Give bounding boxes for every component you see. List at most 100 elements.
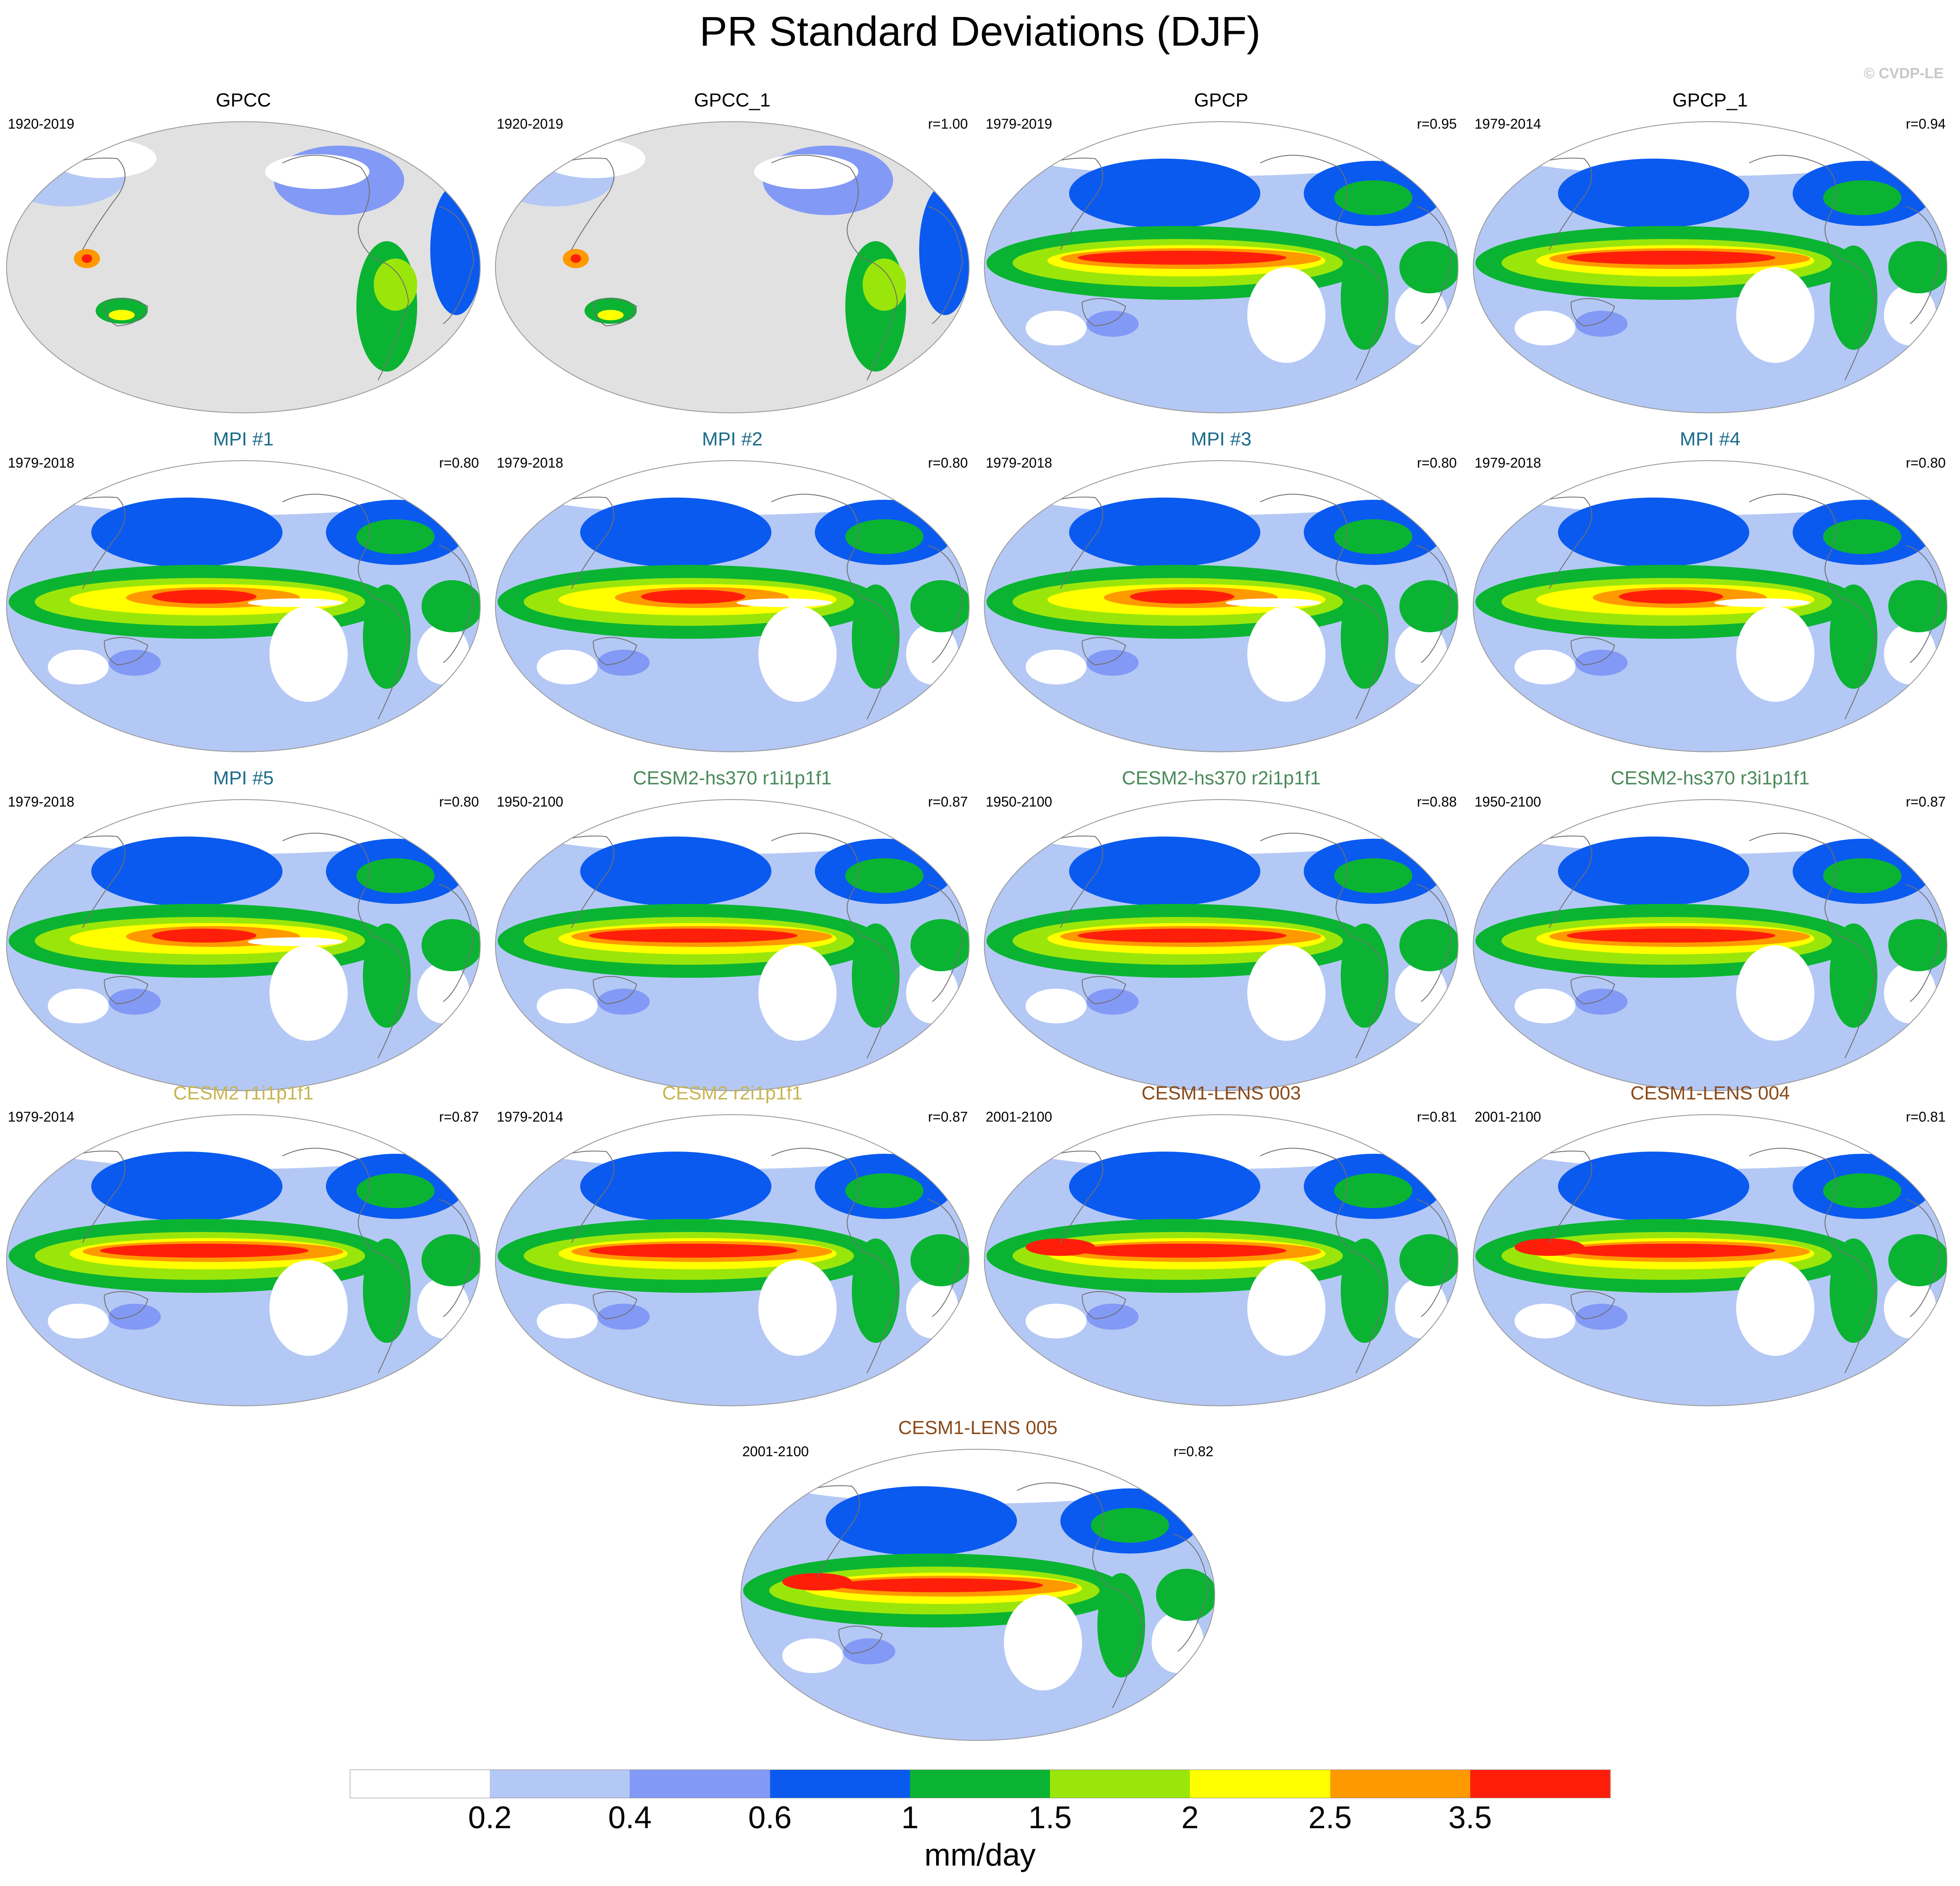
- map-plot: [6, 799, 481, 1091]
- colorbar-swatch: [910, 1770, 1051, 1798]
- itcz-core: [1078, 929, 1286, 943]
- map-panel: MPI #2 1979-2018 r=0.80: [493, 428, 971, 758]
- panel-correlation: r=0.87: [928, 1109, 968, 1125]
- africa-wet: [910, 919, 969, 971]
- africa-wet: [1399, 1234, 1458, 1286]
- south-atlantic-dry: [1395, 285, 1447, 345]
- gulf-stream: [1823, 1173, 1901, 1208]
- eastern-pacific-dry: [248, 937, 343, 946]
- coastline-1: [1749, 833, 1841, 937]
- south-america-wet: [1830, 923, 1877, 1028]
- africa-wet: [910, 580, 969, 632]
- south-atlantic-dry: [1395, 624, 1447, 684]
- south-america-wet: [1341, 1239, 1389, 1343]
- panel-title: MPI #3: [1191, 428, 1252, 450]
- africa-wet: [422, 919, 480, 971]
- panel-title: CESM2-hs370 r3i1p1f1: [1611, 767, 1810, 789]
- panel-correlation: r=0.88: [1417, 794, 1457, 810]
- north-pacific-storm-track: [1069, 1152, 1260, 1221]
- coastline-2: [1108, 1586, 1144, 1708]
- panel-correlation: r=0.87: [928, 794, 968, 810]
- map-panel: CESM2-hs370 r3i1p1f1 1950-2100 r=0.87: [1471, 767, 1949, 1097]
- south-indian-dry: [1515, 650, 1575, 684]
- coastline-1: [282, 1148, 374, 1252]
- map-panel: GPCP_1 1979-2014 r=0.94: [1471, 89, 1949, 419]
- coastline-4: [593, 976, 638, 1005]
- south-indian-dry: [48, 1304, 109, 1338]
- coastline-2: [1351, 597, 1387, 720]
- coastline-4: [593, 1291, 638, 1320]
- panel-correlation: r=0.80: [1417, 455, 1457, 471]
- coastline-2: [862, 1251, 898, 1374]
- map-panel: CESM1-LENS 004 2001-2100 r=0.81: [1471, 1082, 1949, 1412]
- coastline-3: [1905, 545, 1941, 663]
- colorbar: [350, 1770, 1611, 1798]
- gulf-stream: [356, 519, 435, 554]
- amazon-land: [863, 259, 906, 311]
- panel-period: 1979-2018: [986, 455, 1053, 471]
- map-border: [984, 460, 1458, 752]
- map-border: [6, 460, 481, 752]
- map-panel: GPCP 1979-2019 r=0.95: [982, 89, 1460, 419]
- itcz-core: [1130, 590, 1234, 604]
- indian-ocean-max: [1515, 1239, 1584, 1256]
- south-indian-dry: [1026, 650, 1086, 684]
- south-america-wet: [363, 1239, 411, 1343]
- southeast-pacific-dry: [1736, 267, 1814, 363]
- colorbar-units: mm/day: [924, 1838, 1036, 1873]
- gulf-stream: [845, 858, 924, 893]
- coastline-4: [1082, 298, 1126, 327]
- panel-title: CESM2-hs370 r2i1p1f1: [1122, 767, 1321, 789]
- coastline-1: [1260, 1148, 1352, 1252]
- coastline-4: [1082, 976, 1126, 1005]
- coastline-1: [771, 833, 863, 937]
- australia-field: [598, 650, 650, 676]
- coastline-1: [282, 494, 374, 598]
- map-border: [495, 460, 970, 752]
- south-atlantic-dry: [1395, 1278, 1447, 1338]
- southeast-pacific-dry: [1247, 606, 1325, 702]
- coastline-3: [1905, 884, 1941, 1002]
- map-panel: CESM2 r1i1p1f1 1979-2014 r=0.87: [4, 1082, 482, 1412]
- map-plot: [495, 799, 970, 1091]
- coastline-2: [1351, 936, 1387, 1059]
- coastline-1: [282, 155, 374, 259]
- africa-wet: [422, 580, 480, 632]
- south-america-wet: [363, 584, 411, 689]
- north-pacific-storm-track: [580, 1152, 771, 1221]
- australia-field: [1086, 311, 1139, 337]
- map-plot: [495, 1114, 970, 1406]
- australia-field: [1086, 650, 1139, 676]
- colorbar-tick-label: 0.6: [748, 1800, 792, 1835]
- panel-period: 2001-2100: [986, 1109, 1053, 1125]
- siberia-land: [52, 139, 156, 178]
- panel-title: GPCP_1: [1672, 90, 1748, 111]
- africa-wet: [1888, 580, 1947, 632]
- itcz-core: [1619, 590, 1723, 604]
- south-america-wet: [1341, 246, 1389, 350]
- australia-field: [1086, 989, 1139, 1015]
- colorbar-swatch: [1190, 1770, 1331, 1798]
- colorbar-tick-label: 2.5: [1308, 1800, 1352, 1835]
- south-indian-dry: [782, 1638, 843, 1673]
- panel-correlation: r=0.80: [439, 455, 479, 471]
- gulf-stream: [1334, 519, 1412, 554]
- coastline-2: [862, 936, 898, 1059]
- south-indian-dry: [1026, 1304, 1086, 1338]
- australia-field: [598, 1304, 650, 1330]
- map-panel: CESM2-hs370 r1i1p1f1 1950-2100 r=0.87: [493, 767, 971, 1097]
- panel-period: 1920-2019: [497, 116, 564, 132]
- coastline-3: [1905, 206, 1941, 324]
- southeast-pacific-dry: [1736, 606, 1814, 702]
- southeast-pacific-dry: [269, 606, 348, 702]
- colorbar-swatch: [770, 1770, 910, 1798]
- panel-period: 1979-2019: [986, 116, 1053, 132]
- panel-title: MPI #5: [213, 767, 274, 789]
- africa-land: [430, 185, 480, 315]
- coastline-4: [1571, 976, 1615, 1005]
- indian-ocean-max: [782, 1573, 852, 1590]
- panel-correlation: r=0.81: [1906, 1109, 1946, 1125]
- coastline-3: [439, 545, 475, 663]
- itcz-core: [589, 929, 797, 943]
- coastline-2: [862, 597, 898, 720]
